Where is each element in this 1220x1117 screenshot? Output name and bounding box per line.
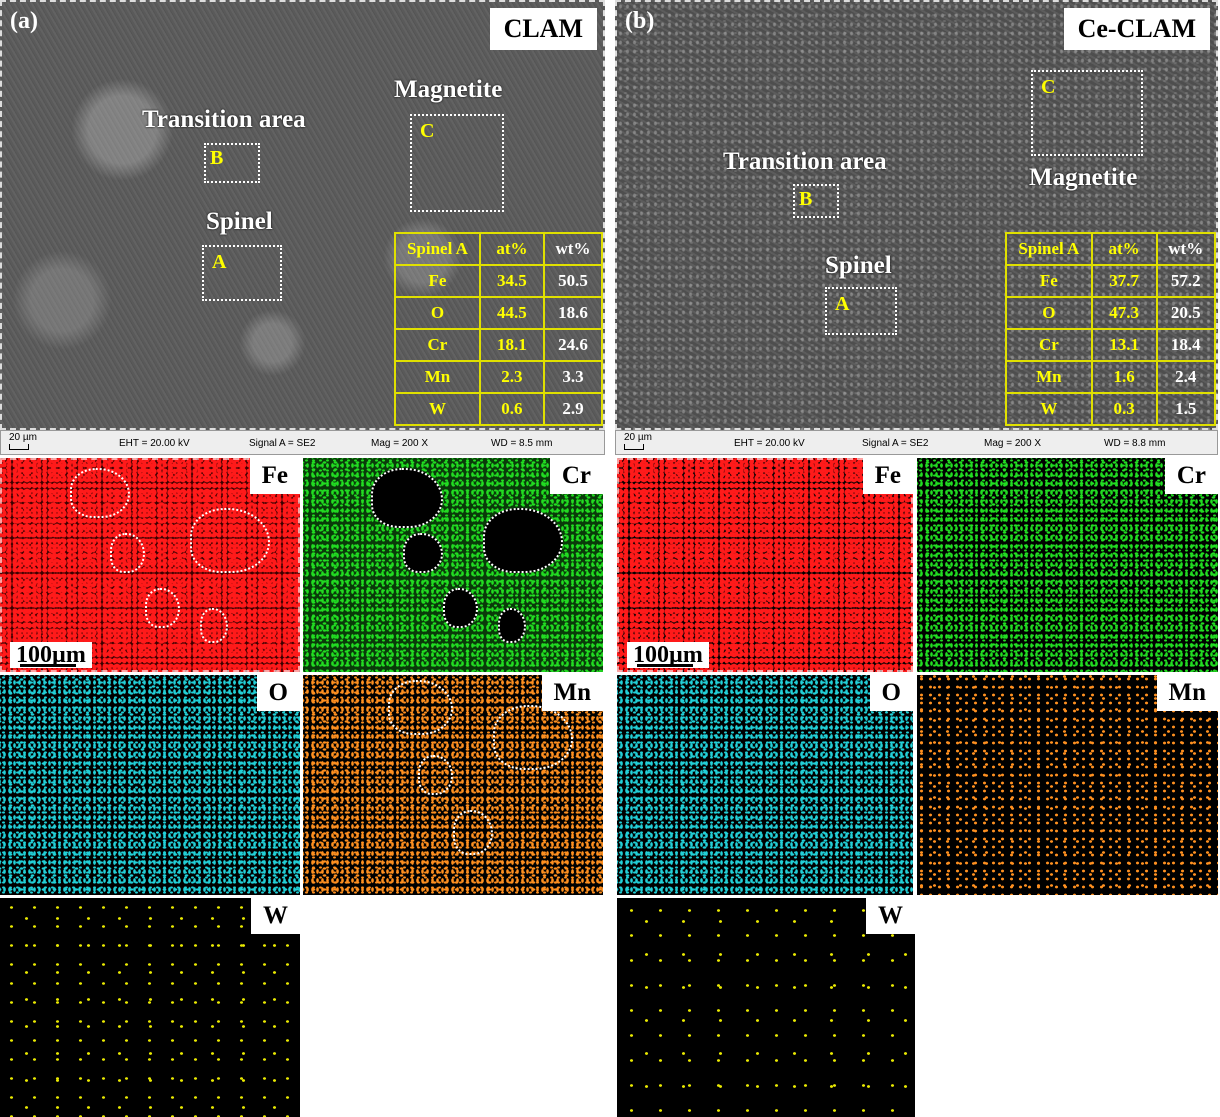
region-c: C	[410, 114, 504, 212]
map-label-fe: Fe	[862, 458, 913, 494]
mag: Mag = 200 X	[984, 438, 1041, 449]
transition-label: Transition area	[142, 106, 306, 133]
sample-title: CLAM	[489, 8, 597, 50]
sem-info-bar: 20 µm EHT = 20.00 kV Signal A = SE2 Mag …	[615, 430, 1218, 455]
scale-bar-100um: 100µm	[627, 642, 709, 668]
region-a: A	[202, 245, 282, 301]
map-label-w: W	[251, 898, 300, 934]
panel-letter: (a)	[10, 8, 38, 34]
eds-map-fe: Fe 100µm	[617, 458, 913, 672]
eds-map-cr: Cr	[303, 458, 603, 672]
sem-image-clam: (a) CLAM Magnetite Transition area Spine…	[0, 0, 605, 430]
eds-map-o: O	[617, 675, 913, 895]
scale-bar-100um: 100µm	[10, 642, 92, 668]
sem-info-bar: 20 µm EHT = 20.00 kV Signal A = SE2 Mag …	[0, 430, 605, 455]
scale-bar-20um: 20 µm	[624, 432, 652, 450]
eds-map-cr: Cr	[917, 458, 1218, 672]
map-label-fe: Fe	[249, 458, 300, 494]
eds-map-mn: Mn	[303, 675, 603, 895]
eht: EHT = 20.00 kV	[119, 438, 190, 449]
eds-map-o: O	[0, 675, 300, 895]
map-label-mn: Mn	[1156, 675, 1218, 711]
eds-map-w: W	[617, 898, 915, 1117]
map-label-o: O	[256, 675, 300, 711]
signal: Signal A = SE2	[249, 438, 316, 449]
region-a: A	[825, 287, 897, 335]
map-label-mn: Mn	[541, 675, 603, 711]
sem-image-ce-clam: (b) Ce-CLAM Magnetite Transition area Sp…	[615, 0, 1218, 430]
transition-label: Transition area	[723, 148, 887, 175]
region-b: B	[204, 143, 260, 183]
map-label-cr: Cr	[1164, 458, 1218, 494]
eht: EHT = 20.00 kV	[734, 438, 805, 449]
map-label-cr: Cr	[549, 458, 603, 494]
region-b: B	[793, 184, 839, 218]
scale-bar-20um: 20 µm	[9, 432, 37, 450]
region-c: C	[1031, 70, 1143, 156]
mag: Mag = 200 X	[371, 438, 428, 449]
spinel-label: Spinel	[206, 208, 273, 235]
magnetite-label: Magnetite	[394, 76, 503, 103]
sample-title: Ce-CLAM	[1063, 8, 1210, 50]
map-label-w: W	[866, 898, 915, 934]
map-label-o: O	[869, 675, 913, 711]
eds-map-mn: Mn	[917, 675, 1218, 895]
eds-map-w: W	[0, 898, 300, 1117]
wd: WD = 8.8 mm	[1104, 438, 1166, 449]
eds-map-fe: Fe 100µm	[0, 458, 300, 672]
panel-letter: (b)	[625, 8, 655, 34]
wd: WD = 8.5 mm	[491, 438, 553, 449]
spinel-label: Spinel	[825, 252, 892, 279]
signal: Signal A = SE2	[862, 438, 929, 449]
magnetite-label: Magnetite	[1029, 164, 1138, 191]
